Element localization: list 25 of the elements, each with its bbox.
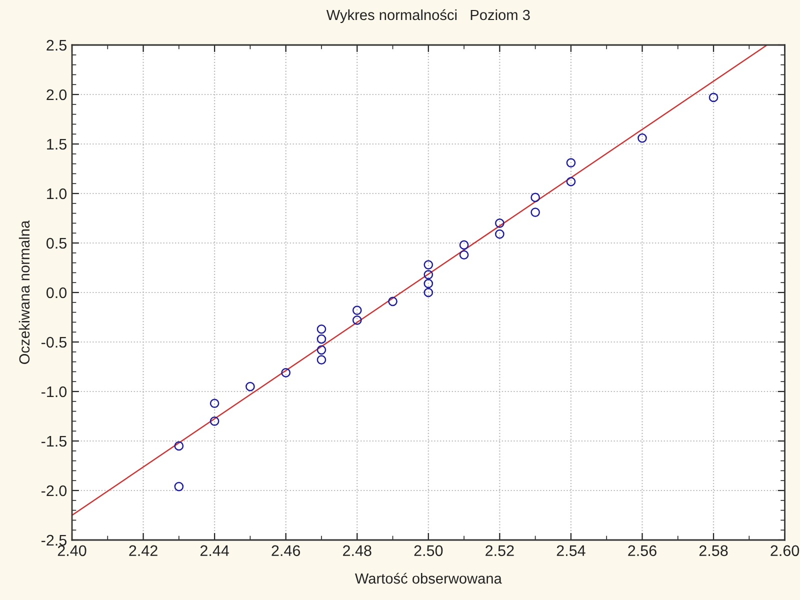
y-tick-label: 1.0 bbox=[47, 188, 67, 200]
x-axis-title: Wartość obserwowana bbox=[354, 572, 502, 584]
x-tick-label: 2.52 bbox=[486, 545, 514, 556]
y-tick-label: -2.5 bbox=[41, 534, 66, 546]
y-axis-title: Oczekiwana normalna bbox=[18, 220, 30, 364]
x-tick-label: 2.54 bbox=[556, 545, 586, 556]
y-tick-label: 2.5 bbox=[46, 40, 66, 51]
y-tick-label: -1.5 bbox=[41, 436, 66, 447]
y-tick-label: -0.5 bbox=[41, 336, 66, 348]
y-tick-label: 0.5 bbox=[46, 238, 66, 249]
x-tick-label: 2.50 bbox=[414, 545, 443, 556]
x-tick-label: 2.58 bbox=[699, 545, 728, 556]
chart-title: Wykres normalności Poziom 3 bbox=[326, 9, 530, 24]
x-tick-label: 2.42 bbox=[129, 545, 158, 556]
x-tick-label: 2.56 bbox=[628, 545, 656, 556]
x-tick-label: 2.46 bbox=[272, 545, 300, 556]
x-tick-label: 2.48 bbox=[343, 545, 372, 556]
y-tick-label: 1.5 bbox=[47, 139, 66, 150]
x-tick-label: 2.44 bbox=[200, 545, 229, 556]
y-tick-label: 2.0 bbox=[46, 89, 67, 100]
x-tick-label: 2.40 bbox=[58, 545, 86, 556]
y-tick-label: -1.0 bbox=[41, 386, 67, 398]
y-tick-label: -2.0 bbox=[41, 485, 67, 496]
x-tick-label: 2.60 bbox=[770, 545, 800, 556]
y-tick-label: 0.0 bbox=[46, 287, 67, 298]
